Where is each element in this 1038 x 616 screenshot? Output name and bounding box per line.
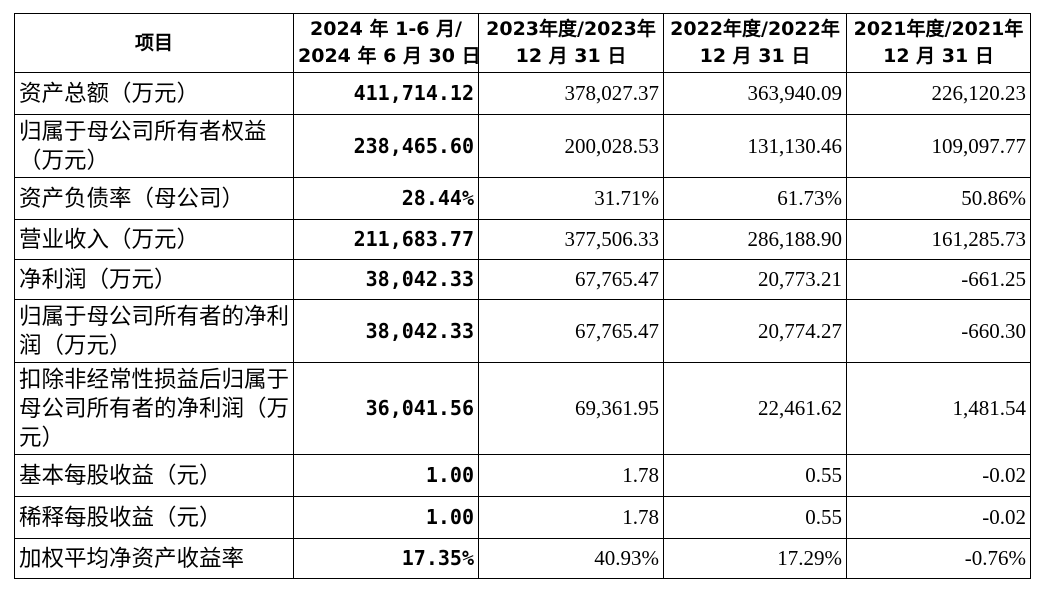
value-cell: 50.86% [846,177,1031,220]
value-cell: 226,120.23 [846,72,1031,115]
header-line: 12 月 31 日 [883,45,994,67]
value-cell: 109,097.77 [846,114,1031,178]
header-line: 2021年度/2021年 [853,18,1024,40]
row-label: 资产负债率（母公司） [14,177,294,220]
value-cell: 161,285.73 [846,219,1031,260]
value-cell: 238,465.60 [293,114,479,178]
table-row: 归属于母公司所有者的净利润（万元） 38,042.33 67,765.47 20,77… [14,299,1031,363]
value-cell: 377,506.33 [478,219,664,260]
value-cell: 1.78 [478,496,664,539]
value-cell: 211,683.77 [293,219,479,260]
value-cell: 1,481.54 [846,362,1031,455]
value-cell: 22,461.62 [663,362,847,455]
value-cell: 131,130.46 [663,114,847,178]
value-cell: 17.29% [663,538,847,579]
value-cell: 36,041.56 [293,362,479,455]
header-cell: 2022年度/2022年 12 月 31 日 [663,13,847,73]
row-label: 归属于母公司所有者的净利润（万元） [14,299,294,363]
header-line: 12 月 31 日 [699,45,811,67]
row-label: 资产总额（万元） [14,72,294,115]
value-cell: 31.71% [478,177,664,220]
row-label: 归属于母公司所有者权益（万元） [14,114,294,178]
value-cell: -660.30 [846,299,1031,363]
value-cell: 378,027.37 [478,72,664,115]
table-row: 稀释每股收益（元） 1.00 1.78 0.55 -0.02 [14,496,1031,539]
header-line: 2024 年 6 月 30 日 [298,45,481,67]
table-row: 净利润（万元） 38,042.33 67,765.47 20,773.21 -661.2… [14,259,1031,300]
table-row: 扣除非经常性损益后归属于母公司所有者的净利润（万元） 36,041.56 69,36… [14,362,1031,455]
value-cell: 1.00 [293,454,479,497]
value-cell: 17.35% [293,538,479,579]
value-cell: 38,042.33 [293,259,479,300]
value-cell: 0.55 [663,496,847,539]
header-cell: 2021年度/2021年 12 月 31 日 [846,13,1031,73]
value-cell: 200,028.53 [478,114,664,178]
value-cell: 411,714.12 [293,72,479,115]
header-row: 项目 2024 年 1-6 月/2024 年 6 月 30 日 2023年度/202… [14,13,1031,73]
value-cell: 28.44% [293,177,479,220]
row-label: 营业收入（万元） [14,219,294,260]
value-cell: 0.55 [663,454,847,497]
value-cell: 67,765.47 [478,259,664,300]
value-cell: 69,361.95 [478,362,664,455]
value-cell: 286,188.90 [663,219,847,260]
header-cell: 项目 [14,13,294,73]
row-label: 加权平均净资产收益率 [14,538,294,579]
header-line: 12 月 31 日 [515,45,627,67]
row-label: 基本每股收益（元） [14,454,294,497]
row-label: 净利润（万元） [14,259,294,300]
header-line: 2023年度/2023年 [486,18,656,40]
value-cell: -661.25 [846,259,1031,300]
value-cell: -0.02 [846,454,1031,497]
header-line: 2024 年 1-6 月/ [310,18,462,40]
table-row: 归属于母公司所有者权益（万元） 238,465.60 200,028.53 131,1… [14,114,1031,178]
value-cell: 363,940.09 [663,72,847,115]
header-line: 2022年度/2022年 [670,18,840,40]
value-cell: -0.02 [846,496,1031,539]
table-row: 基本每股收益（元） 1.00 1.78 0.55 -0.02 [14,454,1031,497]
value-cell: 1.78 [478,454,664,497]
value-cell: 20,774.27 [663,299,847,363]
data-table: 项目 2024 年 1-6 月/2024 年 6 月 30 日 2023年度/202… [14,13,1031,579]
value-cell: -0.76% [846,538,1031,579]
header-line: 项目 [134,31,173,54]
table-row: 资产负债率（母公司） 28.44% 31.71% 61.73% 50.86% [14,177,1031,220]
value-cell: 40.93% [478,538,664,579]
table-row: 加权平均净资产收益率 17.35% 40.93% 17.29% -0.76% [14,538,1031,579]
row-label: 稀释每股收益（元） [14,496,294,539]
table-body: 资产总额（万元） 411,714.12 378,027.37 363,940.09 22… [14,72,1031,579]
table-row: 资产总额（万元） 411,714.12 378,027.37 363,940.09 22… [14,72,1031,115]
header-cell: 2024 年 1-6 月/2024 年 6 月 30 日 [293,13,481,73]
value-cell: 67,765.47 [478,299,664,363]
header-cell: 2023年度/2023年 12 月 31 日 [478,13,664,73]
row-label: 扣除非经常性损益后归属于母公司所有者的净利润（万元） [14,362,294,455]
value-cell: 20,773.21 [663,259,847,300]
value-cell: 38,042.33 [293,299,479,363]
value-cell: 1.00 [293,496,479,539]
value-cell: 61.73% [663,177,847,220]
table-row: 营业收入（万元） 211,683.77 377,506.33 286,188.90 16… [14,219,1031,260]
